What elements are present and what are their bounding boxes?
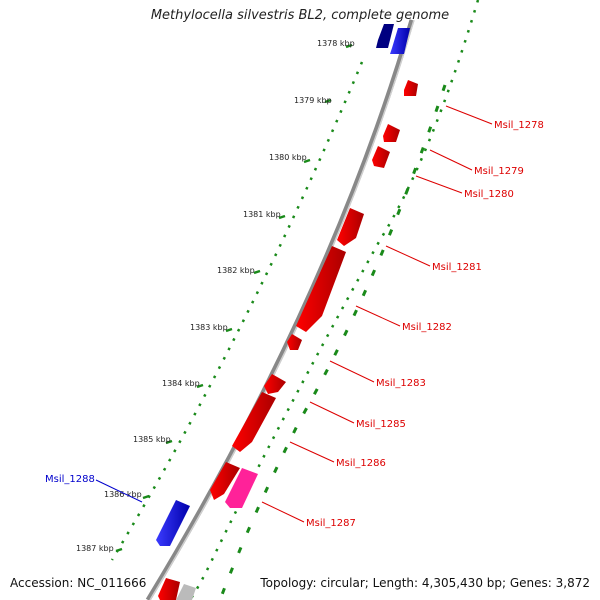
forward-gene-block[interactable] — [225, 468, 258, 508]
label-leader-line-reverse — [95, 479, 143, 503]
tick-label: 1382 kbp — [217, 266, 255, 275]
gene-label[interactable]: Msil_1285 — [356, 419, 406, 430]
genome-summary-text: Topology: circular; Length: 4,305,430 bp… — [260, 576, 590, 590]
forward-gene-block[interactable] — [383, 124, 400, 142]
forward-gene-block[interactable] — [287, 334, 302, 350]
reverse-gene-block[interactable] — [156, 500, 190, 546]
gene-label[interactable]: Msil_1281 — [432, 262, 482, 273]
genome-backbone — [145, 19, 415, 600]
reverse-gene-block[interactable] — [376, 24, 394, 48]
forward-gene-block[interactable] — [210, 462, 240, 500]
tick-label: 1386 kbp — [104, 490, 142, 499]
forward-gene-block[interactable] — [232, 392, 276, 452]
accession-text: Accession: NC_011666 — [10, 576, 147, 590]
tick-label: 1380 kbp — [269, 153, 307, 162]
forward-gene-block[interactable] — [337, 208, 364, 246]
gene-label[interactable]: Msil_1280 — [464, 189, 514, 200]
tick-label: 1384 kbp — [162, 379, 200, 388]
forward-gene-block[interactable] — [158, 578, 180, 600]
tick-label: 1378 kbp — [317, 39, 355, 48]
inner-ruler-dotted-line-right — [188, 0, 480, 600]
tick-label: 1387 kbp — [76, 544, 114, 553]
forward-gene-block[interactable] — [372, 146, 390, 168]
forward-gene-block[interactable] — [296, 246, 346, 332]
gene-label[interactable]: Msil_1286 — [336, 458, 386, 469]
tick-label: 1379 kbp — [294, 96, 332, 105]
label-leader-lines — [261, 105, 493, 523]
genome-title: Methylocella silvestris BL2, complete ge… — [150, 8, 450, 23]
gene-label[interactable]: Msil_1282 — [402, 322, 452, 333]
tick-label: 1383 kbp — [190, 323, 228, 332]
forward-gene-block[interactable] — [176, 584, 196, 600]
gene-label-reverse[interactable]: Msil_1288 — [45, 474, 95, 485]
ruler-ticks — [115, 43, 353, 553]
forward-gene-block[interactable] — [264, 374, 286, 394]
outer-ruler-dotted-line — [110, 61, 364, 561]
tick-label: 1381 kbp — [243, 210, 281, 219]
gene-label[interactable]: Msil_1278 — [494, 120, 544, 131]
forward-gene-block[interactable] — [404, 80, 418, 96]
tick-label: 1385 kbp — [133, 435, 171, 444]
gene-label[interactable]: Msil_1283 — [376, 378, 426, 389]
reverse-gene-block[interactable] — [390, 28, 410, 54]
gene-label[interactable]: Msil_1287 — [306, 518, 356, 529]
gene-label[interactable]: Msil_1279 — [474, 166, 524, 177]
